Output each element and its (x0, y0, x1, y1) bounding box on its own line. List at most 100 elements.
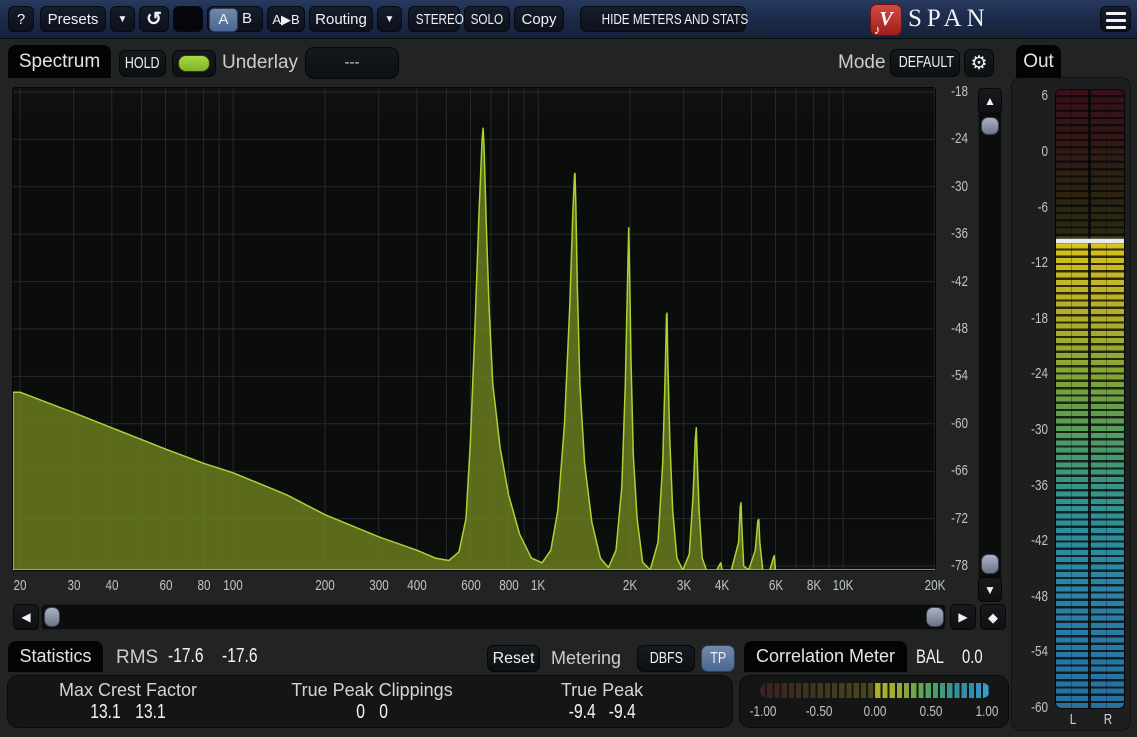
stat-group-true-peak: True Peak -9.4 -9.4 (502, 680, 702, 724)
freq-tick-20: 20 (13, 577, 27, 594)
spectrum-plot[interactable] (12, 88, 936, 571)
stereo-button[interactable]: STEREO (408, 6, 464, 32)
tab-correlation-meter[interactable]: Correlation Meter (744, 641, 907, 672)
h-scroll-left-button[interactable]: ◀ (13, 604, 39, 630)
freq-tick-80: 80 (197, 577, 211, 594)
stat-label: True Peak (560, 680, 644, 700)
a-to-b-copy-button[interactable]: A▶B (267, 6, 305, 32)
undo-icon[interactable]: ↺ (139, 6, 169, 32)
b-button[interactable]: B (241, 10, 252, 27)
h-scroll-right-button[interactable]: ▶ (950, 604, 976, 630)
correlation-bar (760, 683, 990, 698)
tp-button[interactable]: TP (701, 645, 735, 672)
freq-tick-400: 400 (407, 577, 427, 594)
out-tick--18: -18 (1031, 309, 1048, 327)
freq-tick-1K: 1K (531, 577, 546, 594)
out-tick--30: -30 (1031, 420, 1048, 438)
v-scroll-down-button[interactable]: ▼ (978, 577, 1002, 602)
v-scroll-thumb-bottom[interactable] (981, 554, 999, 574)
out-tick--6: -6 (1037, 198, 1048, 216)
db-tick--18: -18 (951, 83, 968, 100)
mode-select[interactable]: DEFAULT (890, 49, 960, 77)
settings-gear-button[interactable]: ⚙ (964, 49, 994, 77)
swatch-color (178, 55, 210, 72)
channel-divider (1088, 90, 1091, 708)
hold-button[interactable]: HOLD (119, 50, 166, 77)
menu-button[interactable] (1100, 6, 1131, 32)
freq-tick-2K: 2K (622, 577, 638, 594)
preset-display[interactable] (173, 6, 203, 32)
rms-label: RMS (116, 647, 159, 668)
presets-button[interactable]: Presets (40, 6, 106, 32)
hamburger-icon (1105, 11, 1126, 29)
voxengo-logo-icon: V ♪ (870, 4, 902, 37)
routing-dropdown-icon[interactable]: ▼ (377, 6, 402, 32)
out-tick--12: -12 (1031, 254, 1048, 272)
gear-icon: ⚙ (970, 53, 988, 74)
tab-statistics[interactable]: Statistics (8, 641, 103, 672)
db-tick--72: -72 (951, 509, 968, 527)
underlay-color-swatch[interactable] (172, 50, 216, 77)
stat-group-tp-clippings: True Peak Clippings 0 0 (272, 680, 472, 724)
brand-title: SPAN (908, 5, 990, 32)
diamond-icon: ◆ (988, 610, 998, 625)
tri-up-icon: ▲ (984, 94, 996, 108)
tri-down-icon: ▼ (984, 583, 996, 597)
channel-label-right: R (1103, 711, 1113, 728)
hide-meters-button[interactable]: HIDE METERS AND STATS (580, 6, 748, 32)
freq-tick-600: 600 (460, 577, 481, 594)
v-scroll-up-button[interactable]: ▲ (978, 88, 1002, 114)
h-scroll-thumb-right[interactable] (926, 607, 944, 627)
zoom-reset-button[interactable]: ◆ (980, 604, 1006, 630)
rms-value-left: -17.6 (168, 645, 204, 667)
freq-tick-30: 30 (67, 577, 81, 594)
out-tick--24: -24 (1031, 365, 1048, 383)
reset-button[interactable]: Reset (487, 645, 540, 672)
v-scroll-thumb-top[interactable] (981, 117, 999, 135)
spectrum-canvas (12, 88, 936, 571)
db-tick--42: -42 (951, 272, 968, 290)
db-tick--36: -36 (951, 225, 968, 243)
freq-tick-10K: 10K (832, 577, 854, 594)
freq-tick-200: 200 (315, 577, 335, 594)
out-tick-0: 0 (1041, 143, 1048, 160)
corr-tick--1.00: -1.00 (749, 703, 777, 720)
freq-tick-40: 40 (105, 577, 119, 594)
tab-out[interactable]: Out (1016, 45, 1061, 78)
statistics-panel (8, 676, 732, 727)
h-scroll-thumb-left[interactable] (44, 607, 60, 627)
freq-tick-20K: 20K (924, 577, 946, 594)
tab-spectrum[interactable]: Spectrum (8, 45, 111, 78)
underlay-select[interactable]: --- (305, 47, 399, 79)
freq-tick-8K: 8K (806, 577, 821, 594)
freq-tick-300: 300 (368, 577, 389, 594)
out-level-meter[interactable] (1056, 90, 1124, 708)
corr-tick--0.50: -0.50 (805, 703, 833, 720)
solo-button[interactable]: SOLO (464, 6, 510, 32)
mode-label: Mode (838, 52, 886, 73)
stat-label: True Peak Clippings (291, 680, 453, 700)
presets-dropdown-icon[interactable]: ▼ (110, 6, 135, 32)
out-tick--42: -42 (1031, 532, 1048, 550)
tri-left-icon: ◀ (21, 610, 31, 624)
a-button[interactable]: A (209, 8, 238, 32)
freq-tick-800: 800 (498, 577, 519, 594)
ab-compare-group: A B (207, 6, 263, 32)
db-tick--78: -78 (951, 557, 968, 574)
out-tick-6: 6 (1041, 87, 1048, 105)
help-button[interactable]: ? (8, 6, 34, 32)
underlay-label: Underlay (222, 52, 299, 73)
out-tick--48: -48 (1031, 587, 1048, 605)
db-tick--66: -66 (951, 462, 968, 480)
meter-peak-line (1056, 239, 1124, 243)
routing-button[interactable]: Routing (309, 6, 373, 32)
dbfs-button[interactable]: DBFS (637, 645, 695, 672)
copy-button[interactable]: Copy (514, 6, 564, 32)
rms-value-right: -17.6 (222, 645, 258, 667)
v-scroll-track[interactable] (978, 88, 1002, 602)
h-scroll-track[interactable] (41, 604, 946, 630)
freq-tick-4K: 4K (714, 577, 729, 594)
freq-tick-6K: 6K (768, 577, 783, 594)
db-tick--48: -48 (951, 320, 968, 337)
